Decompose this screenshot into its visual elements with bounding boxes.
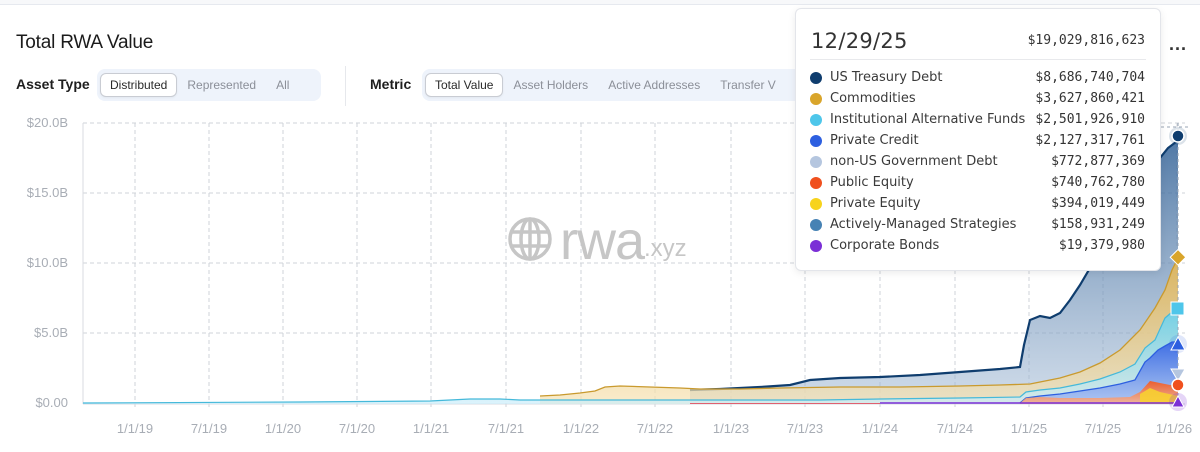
tooltip-total: $19,029,816,623 (1027, 33, 1145, 48)
tooltip-row-private-equity: Private Equity $394,019,449 (810, 193, 1145, 214)
tooltip-row-private-credit: Private Credit $2,127,317,761 (810, 130, 1145, 151)
tooltip-row-value: $740,762,780 (1051, 175, 1145, 190)
tooltip-row-value: $2,127,317,761 (1035, 133, 1145, 148)
legend-dot-icon (810, 218, 822, 231)
x-tick-label: 7/1/22 (636, 421, 674, 436)
legend-dot-icon (810, 71, 822, 84)
tooltip-row-value: $158,931,249 (1051, 217, 1145, 232)
more-options-button[interactable]: ... (1169, 34, 1187, 55)
x-tick-label: 1/1/19 (116, 421, 154, 436)
line-corporate-bonds[interactable] (690, 402, 1178, 404)
tooltip-row-actively-managed-strategies: Actively-Managed Strategies $158,931,249 (810, 214, 1145, 235)
tooltip-row-name: Commodities (830, 91, 916, 106)
metric-option-active-addresses[interactable]: Active Addresses (608, 78, 701, 92)
metric-label: Metric (370, 76, 412, 92)
tooltip-row-name: Actively-Managed Strategies (830, 217, 1017, 232)
area-private-credit[interactable] (1019, 341, 1178, 404)
tooltip-date: 12/29/25 (811, 29, 908, 53)
x-tick-label: 1/1/25 (1010, 421, 1048, 436)
asset-type-label: Asset Type (16, 76, 90, 92)
legend-dot-icon (810, 155, 822, 168)
legend-dot-icon (810, 239, 822, 252)
controls-divider (345, 66, 346, 106)
area-public-equity[interactable] (1020, 381, 1178, 404)
tooltip-row-name: Corporate Bonds (830, 238, 940, 253)
x-tick-label: 1/1/22 (562, 421, 600, 436)
tooltip-row-commodities: Commodities $3,627,860,421 (810, 88, 1145, 109)
tooltip-row-name: Private Equity (830, 196, 921, 211)
tooltip-row-us-treasury-debt: US Treasury Debt $8,686,740,704 (810, 67, 1145, 88)
tooltip-row-name: non-US Government Debt (830, 154, 998, 169)
x-tick-label: 1/1/21 (412, 421, 450, 436)
y-tick-label: $0.00 (35, 395, 68, 410)
tooltip-row-value: $394,019,449 (1051, 196, 1145, 211)
legend-dot-icon (810, 176, 822, 189)
tooltip-row-institutional-alternative-funds: Institutional Alternative Funds $2,501,9… (810, 109, 1145, 130)
metric-option-total-value[interactable]: Total Value (425, 73, 504, 97)
x-tick-label: 7/1/21 (487, 421, 525, 436)
x-tick-label: 7/1/25 (1084, 421, 1122, 436)
tooltip-row-corporate-bonds: Corporate Bonds $19,379,980 (810, 235, 1145, 256)
y-tick-label: $15.0B (26, 185, 68, 200)
page-title: Total RWA Value (16, 32, 154, 53)
hover-markers (1169, 127, 1187, 411)
asset-type-segmented-control: Distributed Represented All (97, 69, 321, 101)
asset-type-option-represented[interactable]: Represented (187, 78, 257, 92)
hover-tooltip: 12/29/25 $19,029,816,623 US Treasury Deb… (795, 8, 1161, 271)
tooltip-row-name: US Treasury Debt (830, 70, 943, 85)
x-tick-label: 1/1/24 (861, 421, 899, 436)
legend-dot-icon (810, 197, 822, 210)
tooltip-row-name: Institutional Alternative Funds (830, 112, 1026, 127)
x-tick-label: 7/1/23 (786, 421, 824, 436)
tooltip-row-value: $19,379,980 (1058, 238, 1145, 253)
tooltip-row-name: Private Credit (830, 133, 919, 148)
y-tick-label: $20.0B (26, 115, 68, 130)
tooltip-row-value: $2,501,926,910 (1035, 112, 1145, 127)
y-tick-label: $10.0B (26, 255, 68, 270)
metric-segmented-control: Total Value Asset Holders Active Address… (422, 69, 812, 101)
tooltip-row-public-equity: Public Equity $740,762,780 (810, 172, 1145, 193)
asset-type-option-distributed[interactable]: Distributed (100, 73, 178, 97)
legend-dot-icon (810, 113, 822, 126)
x-tick-label: 1/1/26 (1155, 421, 1193, 436)
tooltip-row-non-us-government-debt: non-US Government Debt $772,877,369 (810, 151, 1145, 172)
x-tick-label: 7/1/19 (190, 421, 228, 436)
tooltip-row-value: $8,686,740,704 (1035, 70, 1145, 85)
tooltip-divider (810, 59, 1146, 60)
tooltip-row-name: Public Equity (830, 175, 914, 190)
x-tick-label: 7/1/20 (338, 421, 376, 436)
metric-option-transfer-volume[interactable]: Transfer V (720, 78, 776, 92)
x-tick-label: 7/1/24 (936, 421, 974, 436)
tooltip-row-value: $3,627,860,421 (1035, 91, 1145, 106)
asset-type-option-all[interactable]: All (276, 78, 290, 92)
legend-dot-icon (810, 92, 822, 105)
x-tick-label: 1/1/20 (264, 421, 302, 436)
metric-option-asset-holders[interactable]: Asset Holders (513, 78, 589, 92)
y-tick-label: $5.0B (34, 325, 68, 340)
ellipsis-icon: ... (1169, 34, 1188, 54)
x-tick-label: 1/1/23 (712, 421, 750, 436)
legend-dot-icon (810, 134, 822, 147)
top-border (0, 0, 1200, 5)
tooltip-row-value: $772,877,369 (1051, 154, 1145, 169)
